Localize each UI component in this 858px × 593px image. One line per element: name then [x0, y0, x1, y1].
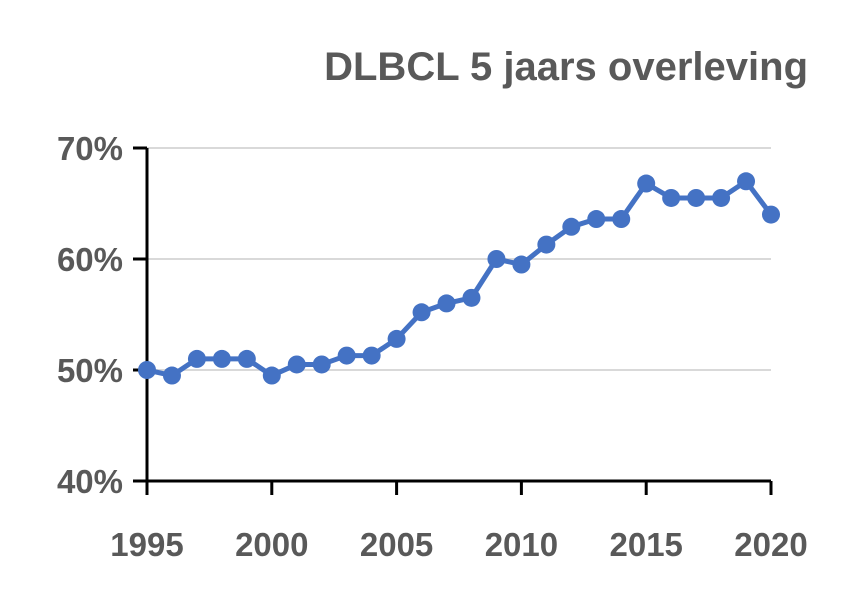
data-point — [162, 366, 181, 385]
data-point — [512, 255, 531, 274]
x-tick-label: 2000 — [235, 526, 308, 563]
y-tick-label: 50% — [57, 352, 123, 389]
data-point — [437, 294, 456, 313]
x-tick-label: 2015 — [609, 526, 682, 563]
data-point — [487, 250, 506, 268]
x-tick-label: 2010 — [485, 526, 558, 563]
data-point — [662, 188, 681, 207]
gridlines — [147, 147, 771, 371]
data-point — [737, 172, 756, 191]
data-point — [212, 349, 231, 368]
data-point — [337, 346, 356, 365]
data-point — [762, 205, 780, 224]
data-point — [412, 303, 431, 322]
data-point — [312, 355, 331, 374]
x-tick-label: 1995 — [110, 526, 183, 563]
data-point — [187, 349, 206, 368]
series-line — [146, 178, 774, 379]
y-tick-label: 40% — [57, 463, 123, 500]
chart-title: DLBCL 5 jaars overleving — [324, 45, 808, 89]
series — [138, 172, 780, 385]
x-tick-label: 2020 — [734, 526, 807, 563]
data-point — [537, 235, 556, 254]
data-point — [612, 210, 631, 229]
data-point — [387, 329, 406, 348]
data-point — [587, 210, 606, 229]
y-tick-label: 60% — [57, 241, 123, 278]
data-point — [562, 217, 581, 236]
data-point — [362, 346, 381, 365]
data-point — [287, 355, 306, 374]
y-tick-label: 70% — [57, 130, 123, 167]
data-point — [237, 349, 256, 368]
data-point — [262, 366, 281, 385]
tick-labels: 40% 50% 60% 70% 1995 2000 2005 2010 2015 2020 — [57, 130, 808, 563]
data-point — [462, 288, 481, 307]
data-point — [138, 361, 156, 379]
data-point — [687, 188, 706, 207]
axes — [133, 146, 773, 495]
data-point — [637, 174, 656, 193]
x-tick-label: 2005 — [360, 526, 433, 563]
data-point — [712, 188, 731, 207]
